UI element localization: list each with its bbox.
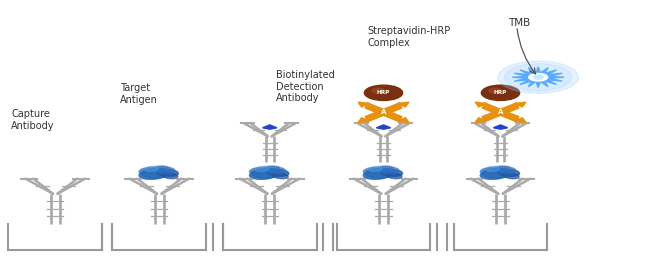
- Ellipse shape: [139, 170, 166, 179]
- Ellipse shape: [156, 169, 178, 176]
- Ellipse shape: [162, 173, 177, 179]
- Ellipse shape: [141, 168, 171, 178]
- Ellipse shape: [386, 173, 402, 179]
- Ellipse shape: [272, 173, 288, 179]
- Polygon shape: [358, 118, 370, 122]
- Ellipse shape: [139, 168, 156, 174]
- Polygon shape: [397, 102, 409, 107]
- Text: Streptavidin-HRP
Complex: Streptavidin-HRP Complex: [367, 26, 450, 48]
- Ellipse shape: [493, 166, 510, 171]
- Circle shape: [498, 61, 578, 93]
- Ellipse shape: [263, 166, 280, 171]
- Ellipse shape: [152, 166, 169, 171]
- Ellipse shape: [265, 167, 285, 173]
- Polygon shape: [493, 125, 508, 129]
- Ellipse shape: [503, 173, 519, 179]
- Ellipse shape: [154, 167, 175, 173]
- Ellipse shape: [363, 168, 380, 174]
- Ellipse shape: [497, 169, 519, 176]
- Circle shape: [365, 85, 402, 100]
- Ellipse shape: [486, 166, 500, 172]
- Polygon shape: [475, 102, 487, 107]
- Ellipse shape: [250, 168, 266, 174]
- Ellipse shape: [252, 168, 281, 178]
- Polygon shape: [397, 118, 409, 122]
- Text: Biotinylated
Detection
Antibody: Biotinylated Detection Antibody: [276, 70, 335, 103]
- Polygon shape: [514, 118, 526, 122]
- Text: A: A: [498, 109, 503, 115]
- Ellipse shape: [365, 168, 395, 178]
- Polygon shape: [514, 102, 526, 107]
- Text: Capture
Antibody: Capture Antibody: [11, 109, 55, 131]
- Polygon shape: [512, 67, 564, 88]
- Text: TMB: TMB: [508, 18, 530, 28]
- Ellipse shape: [376, 166, 393, 171]
- Ellipse shape: [255, 166, 269, 172]
- Ellipse shape: [480, 168, 497, 174]
- Polygon shape: [358, 102, 370, 107]
- Ellipse shape: [378, 167, 399, 173]
- Polygon shape: [376, 125, 391, 129]
- Ellipse shape: [480, 170, 508, 179]
- Text: HRP: HRP: [377, 90, 390, 95]
- Ellipse shape: [250, 170, 277, 179]
- Circle shape: [489, 88, 501, 93]
- Circle shape: [533, 75, 543, 79]
- Ellipse shape: [266, 169, 289, 176]
- Circle shape: [529, 74, 547, 81]
- Circle shape: [510, 66, 567, 89]
- Ellipse shape: [363, 170, 391, 179]
- Polygon shape: [475, 118, 487, 122]
- Circle shape: [482, 85, 519, 100]
- Text: Target
Antigen: Target Antigen: [120, 83, 158, 105]
- Circle shape: [504, 64, 572, 91]
- Ellipse shape: [144, 166, 159, 172]
- Text: A: A: [381, 109, 386, 115]
- Ellipse shape: [369, 166, 383, 172]
- Text: HRP: HRP: [494, 90, 507, 95]
- Ellipse shape: [482, 168, 512, 178]
- Ellipse shape: [380, 169, 402, 176]
- Polygon shape: [263, 125, 277, 129]
- Ellipse shape: [495, 167, 516, 173]
- Circle shape: [372, 88, 384, 93]
